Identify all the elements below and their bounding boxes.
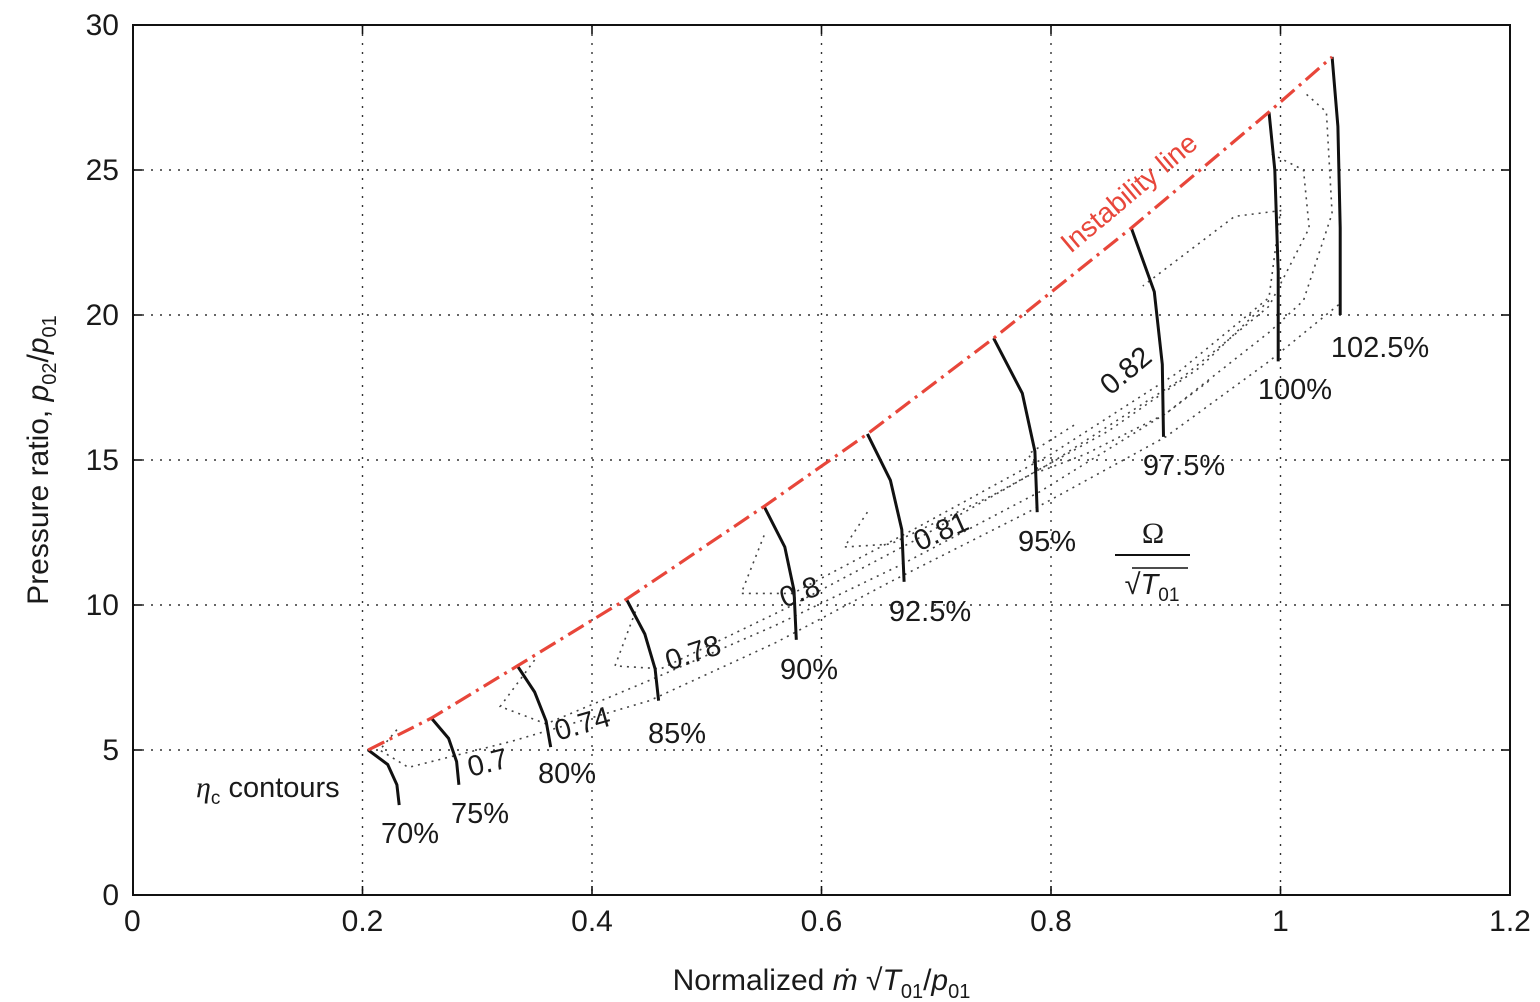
speed-line: [430, 717, 461, 785]
eta-contours-annotation: ηc contours: [196, 771, 340, 809]
speed-line: [516, 665, 553, 748]
x-tick-label: 1.2: [1489, 905, 1531, 938]
grid: [133, 25, 1510, 895]
efficiency-label: 0.74: [551, 701, 614, 747]
speed-label: 100%: [1258, 374, 1332, 406]
speed-line: [1129, 227, 1165, 437]
x-tick-label: 0.2: [342, 905, 384, 938]
x-tick-label: 0: [124, 905, 141, 938]
efficiency-contour: [378, 302, 1341, 769]
speed-line: [367, 748, 401, 806]
speed-label: 102.5%: [1331, 332, 1429, 364]
speed-label: 92.5%: [889, 596, 971, 628]
efficiency-contour: [1026, 378, 1213, 473]
y-tick-label: 15: [86, 444, 119, 477]
speed-line: [992, 337, 1039, 513]
speed-label: 90%: [780, 654, 838, 686]
instability-line: [367, 55, 1334, 752]
speed-line: [1267, 111, 1280, 362]
omega-numerator: Ω: [1142, 517, 1164, 550]
instability-line-label: Instability line: [1055, 127, 1204, 259]
omega-fraction-annotation: Ω √T01: [1115, 517, 1190, 606]
y-axis-label: Pressure ratio, p02/p01: [22, 315, 61, 605]
y-tick-label: 25: [86, 154, 119, 187]
efficiency-contour: [842, 299, 1270, 548]
y-tick-label: 10: [86, 589, 119, 622]
x-tick-label: 1: [1272, 905, 1289, 938]
instability-line-group: [367, 55, 1334, 752]
y-tick-label: 0: [102, 879, 119, 912]
efficiency-label: 0.81: [909, 506, 974, 558]
speed-label: 85%: [648, 718, 706, 750]
efficiency-label: 0.8: [776, 571, 825, 615]
y-tick-label: 20: [86, 299, 119, 332]
speed-line: [1330, 56, 1342, 315]
x-tick-label: 0.4: [571, 905, 613, 938]
x-tick-label: 0.8: [1030, 905, 1072, 938]
y-tick-label: 5: [102, 734, 119, 767]
speed-label: 80%: [538, 758, 596, 790]
efficiency-label: 0.7: [464, 743, 511, 784]
x-axis-label: Normalized ṁ √T01/p01: [673, 964, 971, 1002]
efficiency-label: 0.78: [661, 630, 725, 678]
speed-label: 70%: [381, 818, 439, 850]
speed-line: [762, 505, 798, 640]
speed-lines: [367, 56, 1342, 806]
efficiency-label: 0.82: [1094, 341, 1158, 402]
speed-label: 95%: [1018, 526, 1076, 558]
data-labels: 70% 75% 80% 85% 90% 92.5% 95% 97.5% 100% 102.5% 0.…: [196, 127, 1429, 850]
efficiency-contour: [613, 151, 1311, 670]
speed-label: 75%: [451, 798, 509, 830]
y-tick-label: 30: [86, 9, 119, 42]
omega-denominator: √T01: [1125, 569, 1180, 606]
speed-label: 97.5%: [1143, 450, 1225, 482]
efficiency-contour: [498, 91, 1333, 725]
x-tick-label: 0.6: [801, 905, 843, 938]
speed-line: [866, 433, 906, 582]
efficiency-contours: [378, 91, 1341, 769]
speed-line: [625, 598, 661, 701]
